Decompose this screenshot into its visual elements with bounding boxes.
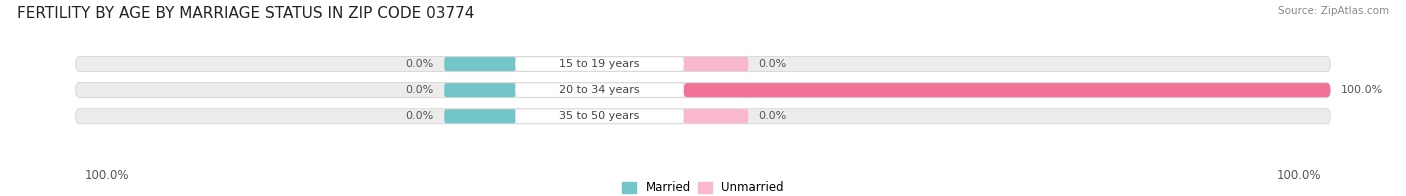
FancyBboxPatch shape (76, 109, 1330, 124)
Text: 15 to 19 years: 15 to 19 years (560, 59, 640, 69)
Text: FERTILITY BY AGE BY MARRIAGE STATUS IN ZIP CODE 03774: FERTILITY BY AGE BY MARRIAGE STATUS IN Z… (17, 6, 474, 21)
Text: 100.0%: 100.0% (84, 169, 129, 182)
Text: 100.0%: 100.0% (1277, 169, 1322, 182)
Text: 0.0%: 0.0% (406, 59, 434, 69)
FancyBboxPatch shape (444, 109, 516, 123)
Text: 0.0%: 0.0% (406, 85, 434, 95)
FancyBboxPatch shape (516, 84, 683, 97)
FancyBboxPatch shape (444, 57, 516, 71)
Text: 35 to 50 years: 35 to 50 years (560, 111, 640, 121)
FancyBboxPatch shape (683, 57, 748, 71)
Text: 20 to 34 years: 20 to 34 years (560, 85, 640, 95)
FancyBboxPatch shape (76, 56, 1330, 72)
FancyBboxPatch shape (444, 83, 516, 97)
Text: Source: ZipAtlas.com: Source: ZipAtlas.com (1278, 6, 1389, 16)
FancyBboxPatch shape (516, 110, 683, 123)
Text: 0.0%: 0.0% (759, 111, 787, 121)
FancyBboxPatch shape (683, 109, 748, 123)
FancyBboxPatch shape (76, 83, 1330, 98)
Legend: Married, Unmarried: Married, Unmarried (617, 177, 789, 196)
FancyBboxPatch shape (683, 83, 1330, 97)
Text: 0.0%: 0.0% (406, 111, 434, 121)
Text: 0.0%: 0.0% (759, 59, 787, 69)
FancyBboxPatch shape (516, 57, 683, 71)
Text: 100.0%: 100.0% (1341, 85, 1384, 95)
